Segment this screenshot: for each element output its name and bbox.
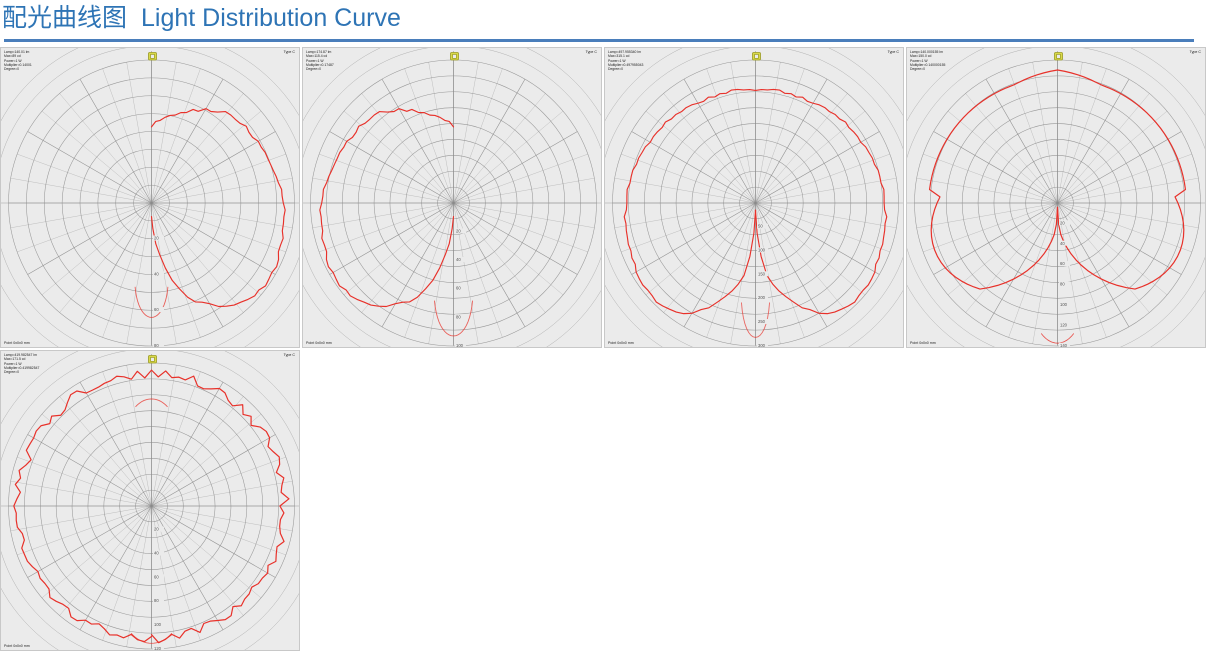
distribution-curve — [1041, 333, 1074, 344]
polar-grid: 20 40 60 80 — [1, 48, 299, 348]
measurement-point-label: Point 0x0x0 mm — [4, 644, 30, 648]
measurement-point-label: Point 0x0x0 mm — [608, 341, 634, 345]
chart-info-line: Max=150.0 cd — [910, 54, 932, 59]
photometric-type-label: Type C — [1189, 50, 1201, 54]
radial-tick-label: 80 — [1060, 282, 1065, 287]
chart-grid: 20 40 60 80 Lamp=140.01 lm Max=89 cd Power=1 W… — [0, 47, 1211, 651]
chart-info-line: Multiplier=0.14001 — [4, 62, 32, 67]
light-distribution-chart: 20 40 60 80 100 120 Lamp=419.982547 lm Max=171.… — [0, 350, 300, 651]
light-distribution-chart: 20 40 60 80 100 Lamp=174.87 lm Max=115.4 cd Pow… — [302, 47, 602, 348]
chart-info-line: Degree=0 — [4, 370, 19, 375]
chart-info-line: Power=1 W — [4, 58, 22, 63]
distribution-curve — [13, 369, 290, 644]
chart-info-block: Lamp=174.87 lm Max=115.4 cd Power=1 W Multi… — [306, 50, 334, 71]
chart-info-line: Multiplier=0.140000155 — [910, 62, 946, 67]
distribution-curve — [134, 286, 169, 318]
page-title-cn: 配光曲线图 — [2, 4, 128, 32]
chart-info-line: Power=1 W — [910, 58, 928, 63]
radial-tick-label: 60 — [154, 307, 159, 312]
polar-grid: 20 40 60 80 100 — [303, 48, 601, 348]
radial-tick-label: 40 — [154, 271, 159, 276]
radial-tick-label: 100 — [1060, 302, 1068, 307]
light-distribution-chart: 50 100 150 200 250 300 Lamp=497.955340 lm Max=3… — [604, 47, 904, 348]
page-title: 配光曲线图 Light Distribution Curve — [2, 2, 1211, 34]
title-bar: 配光曲线图 Light Distribution Curve — [0, 0, 1211, 42]
chart-info-line: Lamp=140.000155 lm — [910, 50, 943, 54]
measurement-point-label: Point 0x0x0 mm — [306, 341, 332, 345]
radial-tick-label: 100 — [758, 248, 766, 253]
chart-info-line: Degree=0 — [306, 67, 321, 72]
chart-info-line: Lamp=419.982547 lm — [4, 353, 37, 357]
chart-info-line: Lamp=140.01 lm — [4, 50, 30, 54]
radial-tick-label: 40 — [1060, 241, 1065, 246]
chart-info-line: Lamp=497.955340 lm — [608, 50, 641, 54]
measurement-point-label: Point 0x0x0 mm — [4, 341, 30, 345]
light-distribution-chart: 20 40 60 80 100 120 140 Lamp=140.000155 lm Max=1… — [906, 47, 1206, 348]
chart-info-line: Multiplier=0.497955043 — [608, 62, 644, 67]
chart-info-line: Multiplier=0.419982547 — [4, 365, 40, 370]
distribution-curve — [754, 88, 888, 315]
radial-tick-label: 40 — [456, 257, 461, 262]
chart-info-line: Degree=0 — [4, 67, 19, 72]
radial-tick-label: 250 — [758, 319, 766, 324]
radial-tick-label: 200 — [758, 295, 766, 300]
radial-tick-label: 120 — [1060, 322, 1068, 327]
chart-info-line: Power=1 W — [306, 58, 324, 63]
radial-tick-label: 120 — [154, 646, 162, 651]
page-title-en: Light Distribution Curve — [141, 4, 401, 32]
polar-grid: 20 40 60 80 100 120 140 — [907, 48, 1205, 348]
measurement-point-label: Point 0x0x0 mm — [910, 341, 936, 345]
radial-tick-label: 20 — [456, 229, 461, 234]
radial-tick-label: 80 — [456, 314, 461, 319]
distribution-curve — [1056, 69, 1187, 290]
distribution-curve — [928, 69, 1059, 290]
distribution-curve — [319, 108, 455, 308]
chart-info-line: Power=1 W — [608, 58, 626, 63]
chart-info-line: Max=115.4 cd — [306, 54, 328, 59]
light-distribution-chart: 20 40 60 80 Lamp=140.01 lm Max=89 cd Power=1 W… — [0, 47, 300, 348]
radial-tick-label: 20 — [1060, 220, 1065, 225]
radial-tick-label: 150 — [758, 271, 766, 276]
chart-info-line: Power=1 W — [4, 361, 22, 366]
chart-info-block: Lamp=140.01 lm Max=89 cd Power=1 W Multipli… — [4, 50, 32, 71]
distribution-curve — [135, 398, 168, 408]
radial-tick-label: 80 — [154, 343, 159, 348]
radial-tick-label: 100 — [456, 343, 464, 348]
chart-info-line: Max=89 cd — [4, 54, 21, 59]
chart-info-line: Max=171.5 cd — [4, 357, 26, 362]
distribution-curve — [434, 300, 473, 337]
photometric-type-label: Type C — [283, 353, 295, 357]
chart-info-line: Degree=0 — [910, 67, 925, 72]
polar-grid: 20 40 60 80 100 120 — [1, 351, 299, 651]
radial-tick-label: 300 — [758, 343, 766, 348]
radial-tick-label: 60 — [154, 574, 159, 579]
chart-info-line: Multiplier=0.17487 — [306, 62, 334, 67]
photometric-type-label: Type C — [887, 50, 899, 54]
radial-tick-label: 60 — [1060, 261, 1065, 266]
chart-info-line: Degree=0 — [608, 67, 623, 72]
radial-tick-label: 60 — [456, 286, 461, 291]
photometric-type-label: Type C — [283, 50, 295, 54]
radial-tick-label: 140 — [1060, 343, 1068, 348]
distribution-curve — [623, 88, 757, 315]
distribution-curve — [130, 633, 173, 644]
radial-tick-label: 50 — [758, 224, 763, 229]
radial-tick-label: 40 — [154, 551, 159, 556]
radial-tick-label: 20 — [154, 236, 159, 241]
polar-grid: 50 100 150 200 250 300 — [605, 48, 903, 348]
radial-tick-label: 100 — [154, 622, 162, 627]
radial-tick-label: 80 — [154, 598, 159, 603]
radial-tick-label: 20 — [154, 527, 159, 532]
title-divider — [4, 39, 1194, 42]
distribution-curve — [150, 108, 286, 308]
chart-info-line: Lamp=174.87 lm — [306, 50, 332, 54]
chart-info-line: Max=315.1 cd — [608, 54, 630, 59]
photometric-type-label: Type C — [585, 50, 597, 54]
